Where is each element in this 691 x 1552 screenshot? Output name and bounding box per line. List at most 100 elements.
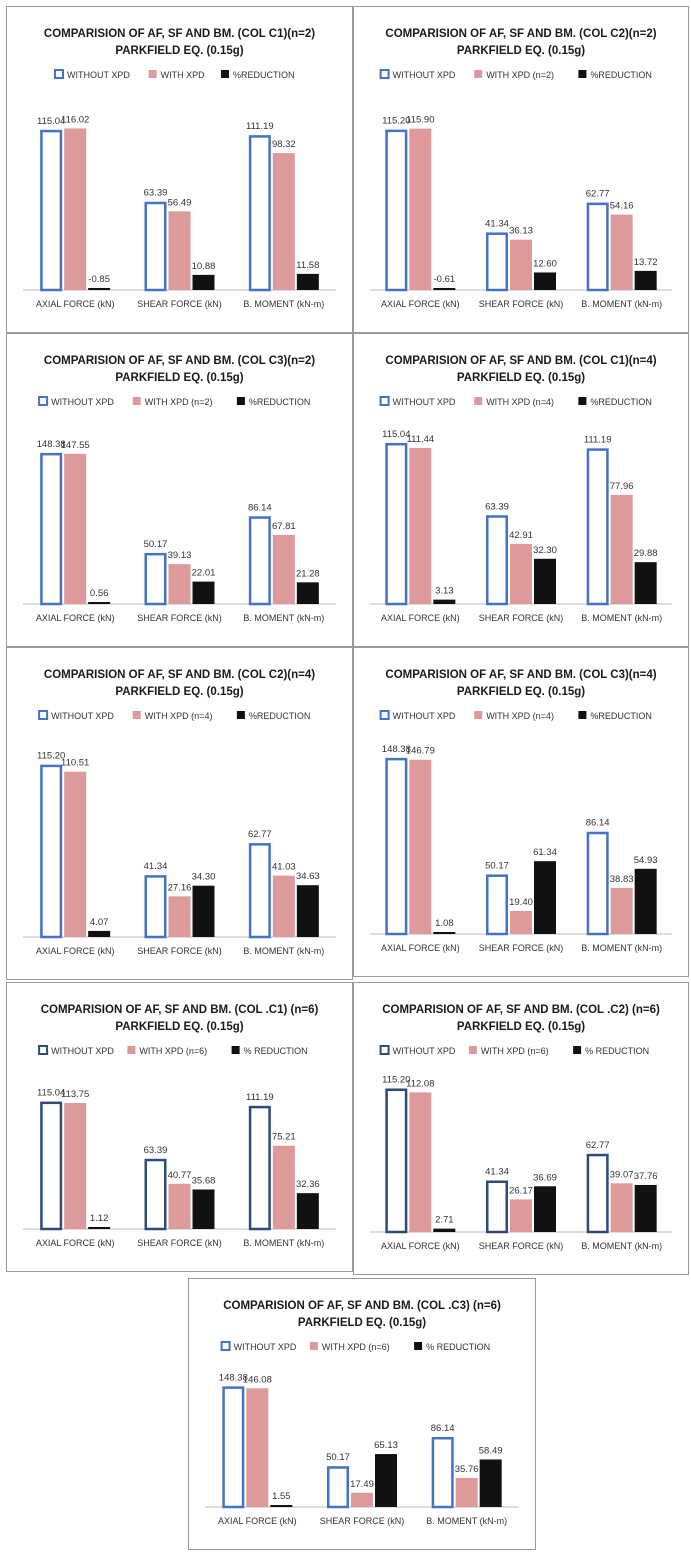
value-label-reduction-b-moment: 21.28 <box>296 568 320 579</box>
bar-with-xpd-b-moment <box>272 1145 295 1229</box>
value-label-with-xpd-axial-force: 115.90 <box>406 115 434 126</box>
value-label-reduction-shear-force: 36.69 <box>533 1172 557 1183</box>
value-label-reduction-b-moment: 58.49 <box>479 1445 503 1456</box>
chart-title: COMPARISION OF AF, SF AND BM. (COL C2)(n… <box>44 669 315 681</box>
bar-with-xpd-shear-force <box>168 211 191 290</box>
value-label-without-xpd-shear-force: 50.17 <box>326 1452 350 1463</box>
bar-reduction-shear-force <box>534 272 556 290</box>
bar-with-xpd-shear-force <box>510 1199 532 1232</box>
legend-label-without-xpd: WITHOUT XPD <box>51 1046 114 1056</box>
legend-label-with-xpd: WITH XPD (n=4) <box>486 711 554 721</box>
chart-panel-c3-n2: COMPARISION OF AF, SF AND BM. (COL C3)(n… <box>6 333 353 647</box>
value-label-reduction-shear-force: 35.68 <box>192 1175 216 1186</box>
bar-without-xpd-axial-force <box>385 1088 408 1234</box>
bar-chart-svg: COMPARISION OF AF, SF AND BM. (COL .C2) … <box>370 1004 672 1251</box>
legend-label-reduction: %REDUCTION <box>590 711 652 721</box>
bar-with-xpd-b-moment <box>272 534 295 604</box>
chart-title: COMPARISION OF AF, SF AND BM. (COL C1)(n… <box>385 355 656 367</box>
legend-label-with-xpd: WITH XPD (n=6) <box>322 1342 390 1352</box>
bar-without-xpd-b-moment <box>586 202 609 292</box>
bar-with-xpd-axial-force <box>246 1388 269 1507</box>
bar-without-xpd-shear-force <box>327 1466 349 1509</box>
legend-label-reduction: %REDUCTION <box>233 70 295 80</box>
legend-label-with-xpd: WITH XPD (n=4) <box>145 711 213 721</box>
legend-label-with-xpd: WITH XPD <box>161 70 205 80</box>
legend-swatch-with-xpd <box>309 1342 318 1350</box>
chart-legend: WITHOUT XPD WITH XPD %REDUCTION <box>54 69 295 80</box>
value-label-with-xpd-shear-force: 39.13 <box>168 550 192 561</box>
chart-subtitle: PARKFIELD EQ. (0.15g) <box>298 1317 426 1329</box>
bar-without-xpd-shear-force <box>486 1180 508 1234</box>
chart-legend: WITHOUT XPD WITH XPD (n=4) %REDUCTION <box>379 710 652 721</box>
chart-title: COMPARISION OF AF, SF AND BM. (COL C1)(n… <box>44 28 315 40</box>
value-label-without-xpd-shear-force: 63.39 <box>144 188 168 199</box>
value-label-reduction-axial-force: 3.13 <box>435 586 454 597</box>
bar-without-xpd-b-moment <box>586 831 609 936</box>
bar-without-xpd-axial-force <box>222 1386 245 1509</box>
bar-with-xpd-shear-force <box>168 564 191 604</box>
chart-legend: WITHOUT XPD WITH XPD (n=6) % REDUCTION <box>38 1045 308 1056</box>
value-label-without-xpd-axial-force: 148.38 <box>37 439 66 450</box>
legend-swatch-without-xpd <box>379 396 390 406</box>
value-label-with-xpd-b-moment: 41.03 <box>272 862 296 873</box>
category-label-b-moment: B. MOMENT (kN-m) <box>581 1241 662 1251</box>
bar-reduction-axial-force <box>88 1227 111 1229</box>
value-label-with-xpd-b-moment: 75.21 <box>272 1132 296 1143</box>
bar-with-xpd-b-moment <box>610 494 633 604</box>
bar-reduction-axial-force <box>433 932 456 934</box>
legend-swatch-reduction <box>414 1342 423 1350</box>
chart-panel-c3-n4: COMPARISION OF AF, SF AND BM. (COL C3)(n… <box>353 647 689 977</box>
value-label-reduction-shear-force: 10.88 <box>192 261 216 272</box>
value-label-reduction-shear-force: 32.30 <box>533 545 557 556</box>
bar-chart-svg: COMPARISION OF AF, SF AND BM. (COL C1)(n… <box>23 28 336 309</box>
category-label-shear-force: SHEAR FORCE (kN) <box>320 1516 405 1526</box>
value-label-without-xpd-shear-force: 63.39 <box>485 501 509 512</box>
legend-label-without-xpd: WITHOUT XPD <box>234 1342 297 1352</box>
chart-subtitle: PARKFIELD EQ. (0.15g) <box>457 372 585 384</box>
bar-reduction-b-moment <box>296 582 319 604</box>
category-label-shear-force: SHEAR FORCE (kN) <box>479 613 564 623</box>
legend-swatch-reduction <box>578 70 587 78</box>
value-label-reduction-shear-force: 61.34 <box>533 847 557 858</box>
chart-panel-c1-n6: COMPARISION OF AF, SF AND BM. (COL .C1) … <box>6 982 353 1272</box>
value-label-with-xpd-axial-force: 113.75 <box>61 1089 89 1100</box>
value-label-with-xpd-axial-force: 112.08 <box>406 1078 434 1089</box>
value-label-with-xpd-b-moment: 38.83 <box>610 874 634 885</box>
bar-chart-svg: COMPARISION OF AF, SF AND BM. (COL C2)(n… <box>23 669 336 956</box>
value-label-with-xpd-b-moment: 98.32 <box>272 139 296 150</box>
legend-swatch-without-xpd <box>38 396 49 406</box>
value-label-with-xpd-b-moment: 67.81 <box>272 521 296 532</box>
bar-with-xpd-shear-force <box>510 239 532 290</box>
legend-swatch-without-xpd <box>220 1341 231 1351</box>
category-label-b-moment: B. MOMENT (kN-m) <box>426 1516 507 1526</box>
bar-reduction-b-moment <box>634 868 657 934</box>
bar-without-xpd-axial-force <box>40 129 63 292</box>
value-label-with-xpd-axial-force: 111.44 <box>407 434 435 445</box>
value-label-with-xpd-axial-force: 110.51 <box>61 758 89 769</box>
bar-chart-svg: COMPARISION OF AF, SF AND BM. (COL .C3) … <box>205 1300 519 1526</box>
legend-label-without-xpd: WITHOUT XPD <box>51 397 114 407</box>
bar-reduction-b-moment <box>479 1459 502 1507</box>
value-label-without-xpd-b-moment: 86.14 <box>248 502 272 513</box>
bar-without-xpd-b-moment <box>586 1153 609 1234</box>
bar-reduction-shear-force <box>375 1454 397 1507</box>
bar-reduction-shear-force <box>192 581 215 604</box>
bar-chart-svg: COMPARISION OF AF, SF AND BM. (COL C3)(n… <box>370 669 672 953</box>
legend-swatch-reduction <box>231 1046 240 1054</box>
legend-label-without-xpd: WITHOUT XPD <box>393 70 456 80</box>
legend-swatch-reduction <box>578 711 587 719</box>
value-label-reduction-b-moment: 32.36 <box>296 1179 320 1190</box>
bar-reduction-shear-force <box>192 1189 215 1229</box>
bar-chart-svg: COMPARISION OF AF, SF AND BM. (COL C1)(n… <box>370 355 672 623</box>
value-label-with-xpd-axial-force: 146.79 <box>406 746 435 757</box>
legend-label-reduction: %REDUCTION <box>249 397 311 407</box>
value-label-reduction-b-moment: 11.58 <box>296 260 319 271</box>
value-label-with-xpd-shear-force: 36.13 <box>509 226 533 237</box>
bar-with-xpd-shear-force <box>510 543 532 604</box>
bar-with-xpd-axial-force <box>64 1103 87 1229</box>
category-label-shear-force: SHEAR FORCE (kN) <box>137 946 222 956</box>
value-label-reduction-b-moment: 54.93 <box>634 855 658 866</box>
value-label-without-xpd-shear-force: 41.34 <box>485 218 509 229</box>
category-label-shear-force: SHEAR FORCE (kN) <box>137 299 222 309</box>
legend-swatch-without-xpd <box>38 1045 49 1055</box>
